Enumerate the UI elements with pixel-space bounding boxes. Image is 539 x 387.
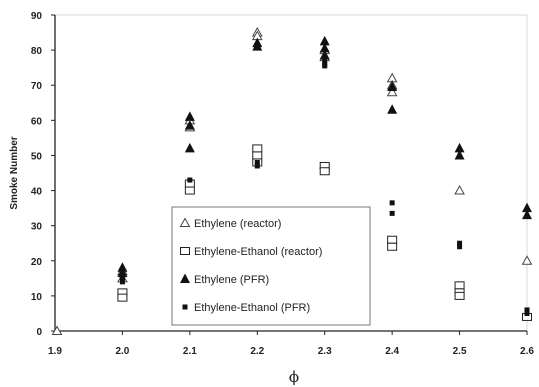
data-point — [454, 149, 465, 160]
data-point — [389, 210, 395, 216]
data-point — [522, 209, 532, 220]
data-point — [454, 185, 465, 195]
legend-label: Ethylene (reactor) — [194, 218, 281, 230]
data-point — [524, 307, 530, 313]
legend-label: Ethylene-Ethanol (PFR) — [194, 302, 310, 314]
data-point — [254, 163, 260, 169]
y-tick-label: 30 — [31, 222, 43, 233]
x-tick-label: 2.3 — [318, 346, 332, 357]
x-tick-label: 2.6 — [520, 346, 534, 357]
legend-label: Ethylene-Ethanol (reactor) — [194, 246, 322, 258]
data-point — [387, 81, 398, 91]
x-tick-label: 2.2 — [250, 346, 264, 357]
data-point — [454, 142, 465, 153]
data-point — [386, 86, 398, 97]
data-point — [457, 244, 463, 250]
data-point — [457, 240, 463, 246]
data-point — [319, 167, 330, 176]
y-tick-label: 40 — [31, 187, 43, 198]
x-axis-title: ϕ — [289, 368, 299, 386]
data-point — [454, 281, 465, 290]
data-point — [184, 186, 195, 195]
legend: Ethylene (reactor) Ethylene-Ethanol (reac… — [171, 206, 371, 326]
legend-box — [171, 206, 371, 326]
x-tick-label: 1.9 — [48, 346, 62, 357]
y-tick-label: 70 — [31, 81, 43, 92]
data-point — [387, 242, 398, 251]
data-point — [184, 120, 195, 130]
y-axis-title: Smoke Number — [9, 136, 20, 209]
data-point — [184, 111, 195, 121]
data-point — [322, 58, 328, 64]
y-tick-label: 60 — [31, 116, 43, 127]
y-tick-label: 90 — [31, 11, 43, 22]
legend-marker — [180, 247, 190, 255]
data-point — [187, 177, 193, 183]
y-tick-label: 0 — [36, 327, 42, 338]
data-point — [254, 159, 260, 165]
data-point — [117, 293, 128, 302]
legend-marker — [182, 304, 188, 310]
data-point — [319, 42, 330, 53]
data-point — [252, 151, 263, 160]
data-point — [524, 310, 530, 316]
data-point — [319, 49, 330, 60]
x-tick-label: 2.4 — [385, 346, 399, 357]
legend-marker — [180, 273, 190, 283]
data-point — [252, 41, 263, 51]
x-tick-label: 2.0 — [115, 346, 129, 357]
x-tick-label: 2.5 — [453, 346, 467, 357]
data-point — [521, 255, 533, 265]
y-tick-label: 80 — [31, 46, 43, 57]
data-point — [319, 35, 330, 46]
data-point — [184, 142, 195, 153]
plot-area — [54, 14, 528, 332]
y-axis: 0 10 20 30 40 50 60 70 80 90 — [31, 11, 55, 338]
y-tick-label: 10 — [31, 292, 43, 303]
data-point — [454, 291, 465, 300]
data-point — [117, 262, 128, 272]
data-point — [387, 235, 398, 244]
data-point — [119, 279, 125, 285]
y-tick-label: 50 — [31, 151, 43, 162]
y-tick-label: 20 — [31, 257, 43, 268]
x-tick-label: 2.1 — [183, 346, 197, 357]
legend-marker — [179, 217, 191, 227]
data-point — [51, 325, 63, 335]
x-axis: 1.9 2.0 2.1 2.2 2.3 2.4 2.5 2.6 — [48, 331, 534, 357]
data-point — [522, 202, 532, 213]
data-point — [117, 267, 128, 278]
data-point — [119, 275, 125, 281]
legend-label: Ethylene (PFR) — [194, 274, 269, 286]
data-point — [322, 63, 328, 69]
data-point — [252, 144, 263, 153]
data-point — [387, 104, 398, 114]
data-points — [51, 27, 533, 335]
data-point — [389, 200, 395, 206]
